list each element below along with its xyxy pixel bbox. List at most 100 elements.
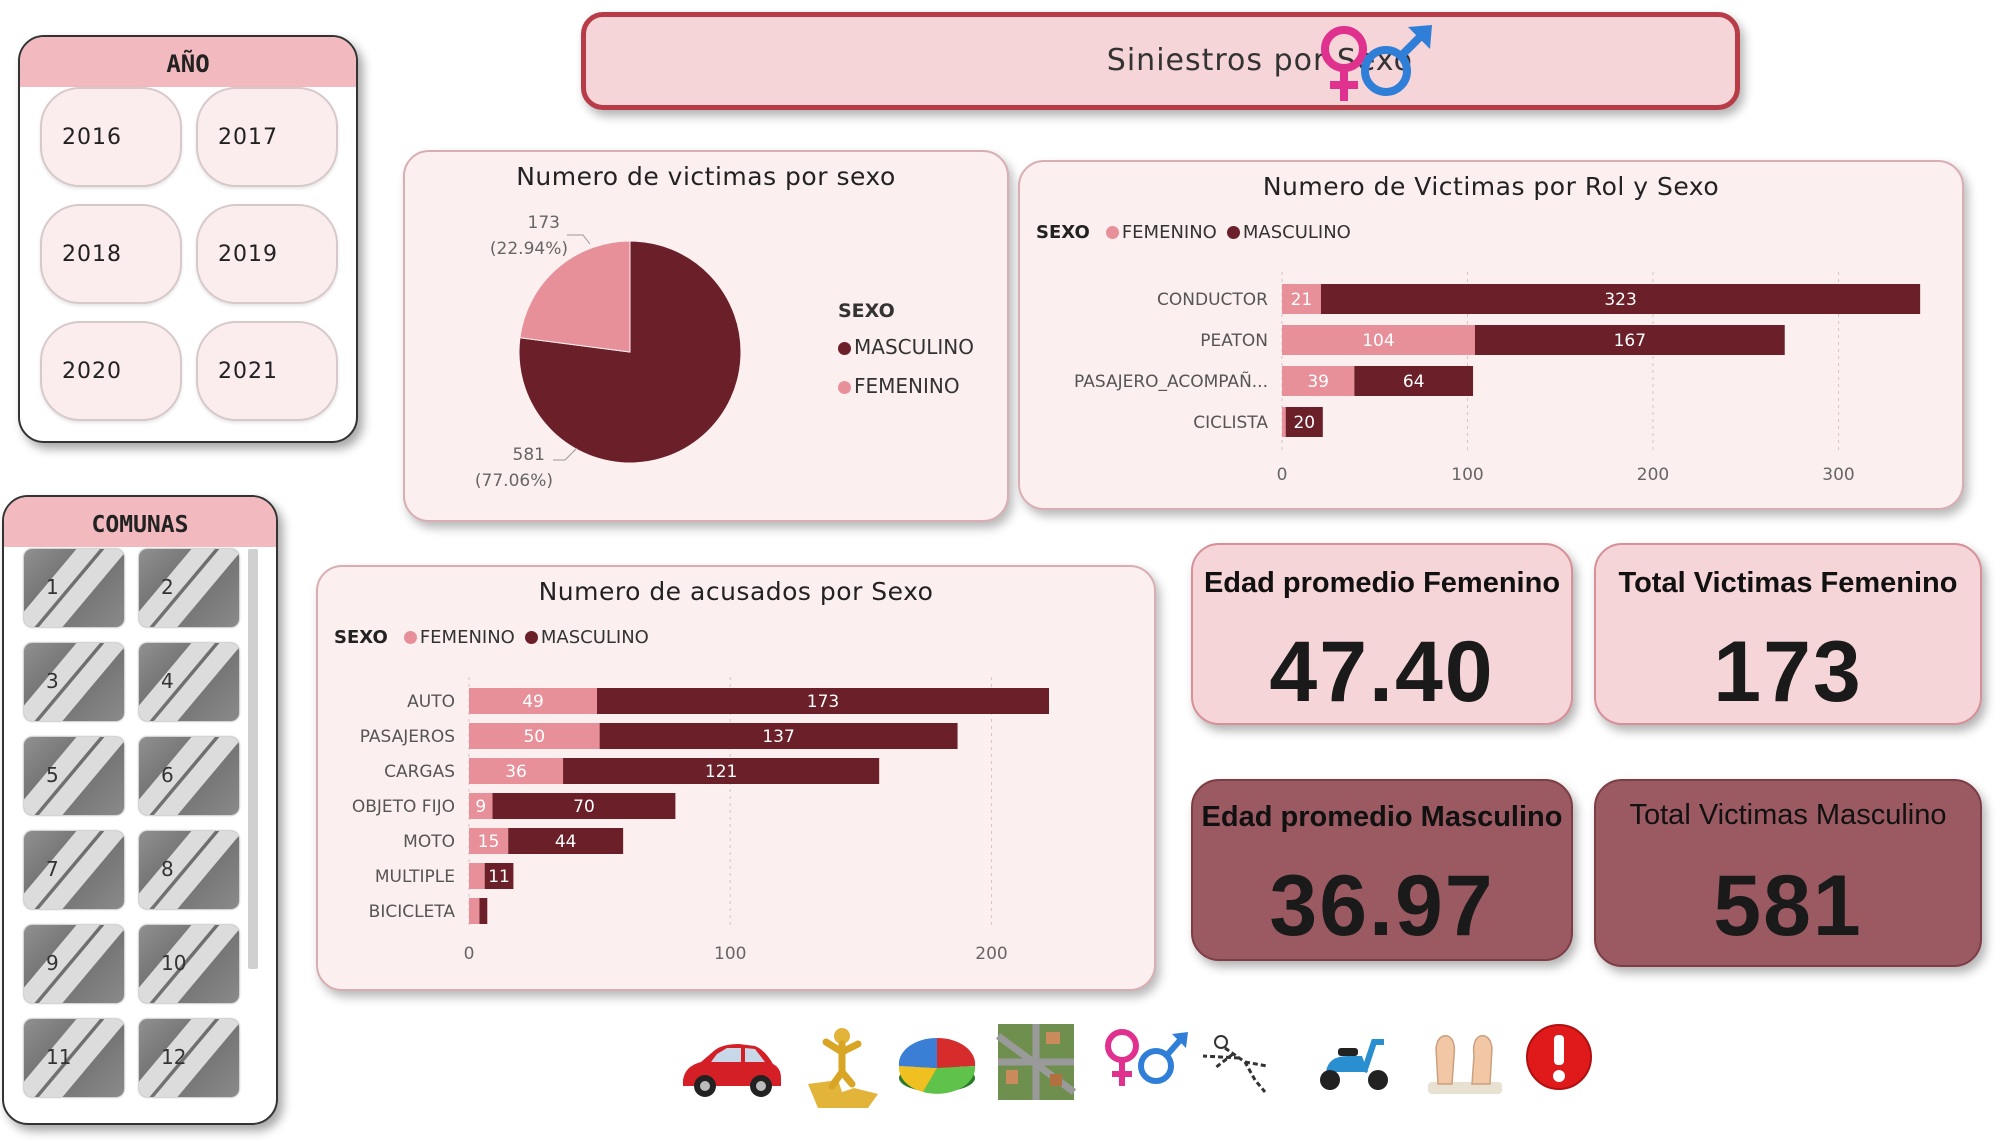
acusados-bar-masculino[interactable] <box>599 723 958 749</box>
acusados-data-label-femenino: 15 <box>478 832 500 852</box>
year-slicer: AÑO 2016 2017 2018 2019 2020 2021 <box>18 35 358 443</box>
rol-sexo-data-label-femenino: 39 <box>1307 372 1329 392</box>
acusados-bar-masculino[interactable] <box>508 828 624 854</box>
rol-sexo-legend-masculino[interactable]: MASCULINO <box>1242 222 1351 243</box>
rol-sexo-bar-femenino[interactable] <box>1282 407 1286 437</box>
year-button-2017[interactable]: 2017 <box>196 87 338 187</box>
acusados-legend-title: SEXO <box>334 627 388 648</box>
rol-sexo-bar-femenino[interactable] <box>1282 366 1355 396</box>
year-button-2018[interactable]: 2018 <box>40 204 182 304</box>
acusados-bar-masculino[interactable] <box>597 688 1049 714</box>
acusados-bar-masculino[interactable] <box>479 898 488 924</box>
rol-sexo-x-tick-label: 200 <box>1637 465 1669 485</box>
year-button-2020[interactable]: 2020 <box>40 321 182 421</box>
acusados-bar-masculino[interactable] <box>484 863 514 889</box>
alert-icon[interactable] <box>1524 1022 1614 1112</box>
rol-sexo-x-tick-label: 0 <box>1277 465 1288 485</box>
pie-data-pct-femenino: (22.94%) <box>490 239 568 259</box>
rol-sexo-bar-masculino[interactable] <box>1320 284 1921 314</box>
rol-sexo-legend-title: SEXO <box>1036 222 1090 243</box>
acusados-bar-femenino[interactable] <box>469 758 564 784</box>
comuna-button-4[interactable]: 4 <box>139 643 239 721</box>
puzzle-person-icon[interactable] <box>798 1022 888 1112</box>
acusados-bar-masculino[interactable] <box>492 793 676 819</box>
acusados-bar-femenino[interactable] <box>469 828 509 854</box>
comuna-label: 2 <box>161 575 174 599</box>
rol-sexo-category-label: CICLISTA <box>1193 413 1268 433</box>
acusados-category-label: AUTO <box>407 692 455 712</box>
pie-chart-icon[interactable] <box>893 1022 983 1112</box>
car-icon[interactable] <box>675 1022 781 1112</box>
comuna-label: 12 <box>161 1045 187 1069</box>
pie-slice-femenino[interactable] <box>519 240 631 353</box>
body-outline-icon[interactable] <box>1195 1022 1285 1112</box>
year-button-2019[interactable]: 2019 <box>196 204 338 304</box>
rol-sexo-x-tick-label: 300 <box>1822 465 1854 485</box>
kpi-total-masculino: Total Victimas Masculino 581 <box>1594 779 1982 967</box>
acusados-data-label-femenino: 49 <box>522 692 544 712</box>
pie-data-pct-masculino: (77.06%) <box>475 471 553 491</box>
kpi-total-femenino: Total Victimas Femenino 173 <box>1594 543 1982 725</box>
acusados-x-tick-label: 0 <box>464 944 475 964</box>
comuna-label: 4 <box>161 669 174 693</box>
acusados-legend-masculino[interactable]: MASCULINO <box>540 627 649 648</box>
comuna-button-10[interactable]: 10 <box>139 925 239 1003</box>
gender-symbols-icon[interactable] <box>1100 1022 1190 1112</box>
feet-icon[interactable] <box>1420 1022 1510 1112</box>
acusados-x-tick-label: 100 <box>714 944 746 964</box>
comunas-scrollbar[interactable] <box>248 549 258 969</box>
rol-sexo-legend-femenino[interactable]: FEMENINO <box>1121 222 1217 243</box>
acusados-bar-femenino[interactable] <box>469 863 485 889</box>
acusados-bar-masculino[interactable] <box>563 758 880 784</box>
comunas-slicer: COMUNAS 1 2 3 4 5 6 7 8 9 10 11 12 <box>2 495 278 1125</box>
pie-legend-item-masculino[interactable]: MASCULINO <box>838 335 974 359</box>
rol-sexo-bar-masculino[interactable] <box>1474 325 1785 355</box>
acusados-bar-femenino[interactable] <box>469 688 598 714</box>
comuna-button-7[interactable]: 7 <box>24 831 124 909</box>
rol-sexo-chart-card: Numero de Victimas por Rol y Sexo SEXO FE… <box>1018 160 1964 510</box>
kpi-edad-masculino-title: Edad promedio Masculino <box>1201 801 1563 833</box>
comuna-button-3[interactable]: 3 <box>24 643 124 721</box>
scooter-icon[interactable] <box>1308 1022 1398 1112</box>
rol-sexo-bar-masculino[interactable] <box>1285 407 1323 437</box>
acusados-bar-femenino[interactable] <box>469 793 493 819</box>
acusados-x-tick-label: 200 <box>975 944 1007 964</box>
acusados-bar-femenino[interactable] <box>469 898 480 924</box>
rol-sexo-x-tick-label: 100 <box>1451 465 1483 485</box>
year-button-2016[interactable]: 2016 <box>40 87 182 187</box>
acusados-legend-swatch-masculino <box>524 631 538 644</box>
city-map-icon[interactable] <box>995 1022 1086 1112</box>
acusados-data-label-masculino: 11 <box>488 867 510 887</box>
year-button-2021[interactable]: 2021 <box>196 321 338 421</box>
comuna-button-9[interactable]: 9 <box>24 925 124 1003</box>
rol-sexo-data-label-masculino: 167 <box>1614 331 1646 351</box>
rol-sexo-bar-femenino[interactable] <box>1282 325 1475 355</box>
comuna-button-5[interactable]: 5 <box>24 737 124 815</box>
comuna-button-11[interactable]: 11 <box>24 1019 124 1097</box>
acusados-category-label: BICICLETA <box>369 902 456 922</box>
comuna-button-2[interactable]: 2 <box>139 549 239 627</box>
pie-legend-item-femenino[interactable]: FEMENINO <box>838 374 960 398</box>
kpi-edad-masculino: Edad promedio Masculino 36.97 <box>1191 779 1573 961</box>
rol-sexo-bar-masculino[interactable] <box>1354 366 1474 396</box>
comuna-button-12[interactable]: 12 <box>139 1019 239 1097</box>
comuna-button-6[interactable]: 6 <box>139 737 239 815</box>
rol-sexo-bar-femenino[interactable] <box>1282 284 1321 314</box>
rol-sexo-category-label: CONDUCTOR <box>1157 290 1268 310</box>
page-title: Siniestros por Sexo <box>1106 43 1413 78</box>
pie-chart: 173 (22.94%) 581 (77.06%) <box>475 213 742 491</box>
kpi-total-masculino-title: Total Victimas Masculino <box>1629 799 1947 831</box>
gender-symbols-icon <box>1316 21 1436 105</box>
pie-legend-label-masculino: MASCULINO <box>854 335 974 359</box>
rol-sexo-data-label-femenino: 21 <box>1291 290 1313 310</box>
comuna-label: 9 <box>46 951 59 975</box>
acusados-legend-femenino[interactable]: FEMENINO <box>419 627 515 648</box>
comuna-button-1[interactable]: 1 <box>24 549 124 627</box>
pie-leader-line-femenino <box>567 234 591 245</box>
acusados-category-label: MOTO <box>403 832 455 852</box>
acusados-data-label-femenino: 9 <box>475 797 486 817</box>
acusados-bar-femenino[interactable] <box>469 723 600 749</box>
comuna-button-8[interactable]: 8 <box>139 831 239 909</box>
pie-legend-swatch-masculino <box>838 342 851 355</box>
rol-sexo-legend: SEXO FEMENINO MASCULINO <box>1036 222 1351 243</box>
